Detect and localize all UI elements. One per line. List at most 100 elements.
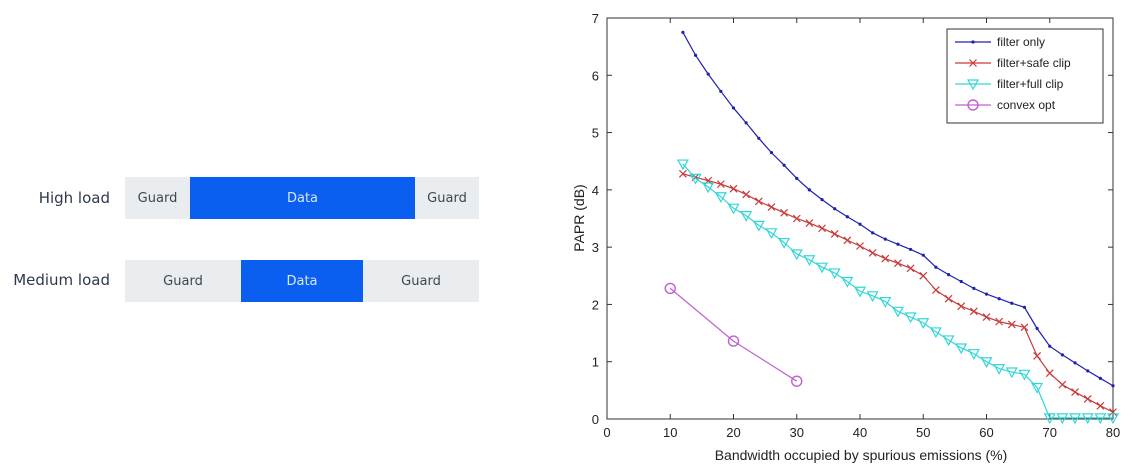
series-line-filter-safe-clip: [682, 173, 1114, 413]
data-point-filter-only: [1022, 305, 1027, 309]
data-point-filter-safe-clip: [982, 313, 991, 321]
data-point-filter-safe-clip: [1007, 320, 1016, 329]
data-point-filter-full-clip: [778, 237, 791, 249]
data-point-filter-full-clip: [853, 286, 867, 298]
papr-chart: 0 10 20 30 40 50 60 70 80 0 1 2 3 4 5 6 7 filter only fil…: [571, 11, 1120, 463]
x-axis-label: Bandwidth occupied by spurious emissions…: [715, 447, 1008, 463]
high-load-guard-right: Guard: [415, 177, 479, 219]
data-point-filter-only: [984, 292, 989, 296]
series-line-filter-full-clip: [682, 163, 1113, 419]
y-tick-label: 5: [592, 126, 599, 141]
data-point-convex-opt: [664, 282, 676, 295]
data-point-filter-full-clip: [1069, 413, 1082, 425]
data-point-filter-full-clip: [993, 363, 1006, 375]
data-point-filter-full-clip: [1094, 413, 1107, 425]
medium-load-data: Data: [241, 260, 363, 302]
legend-label: filter+full clip: [997, 77, 1064, 91]
y-tick-label: 0: [592, 412, 599, 427]
legend-label: filter only: [997, 35, 1045, 49]
data-point-filter-full-clip: [1005, 367, 1018, 379]
data-point-filter-only: [782, 163, 786, 167]
x-tick-label: 20: [726, 425, 740, 440]
data-point-filter-full-clip: [866, 291, 879, 303]
data-point-filter-only: [909, 247, 913, 252]
data-point-filter-only: [1098, 376, 1102, 380]
medium-load-guard-left: Guard: [125, 260, 241, 302]
data-point-filter-full-clip: [942, 335, 955, 347]
x-tick-label: 60: [979, 425, 993, 440]
load-diagram: High load Guard Data Guard Medium load G…: [0, 0, 500, 468]
data-point-filter-only: [1073, 361, 1077, 365]
data-point-filter-full-clip: [803, 255, 816, 266]
y-tick-label: 7: [592, 11, 599, 26]
data-point-filter-only: [719, 89, 723, 93]
data-point-filter-full-clip: [816, 262, 829, 274]
series-filter-safe-clip: [678, 169, 1117, 417]
legend-marker: [966, 79, 980, 91]
data-point-filter-safe-clip: [868, 248, 877, 257]
data-point-filter-full-clip: [765, 228, 778, 240]
data-point-filter-full-clip: [752, 220, 765, 232]
data-point-filter-safe-clip: [906, 264, 915, 273]
data-point-filter-only: [693, 53, 698, 57]
data-point-filter-safe-clip: [1071, 388, 1079, 397]
data-point-filter-safe-clip: [1083, 395, 1092, 403]
data-point-filter-only: [921, 253, 925, 257]
data-point-filter-full-clip: [689, 173, 702, 185]
data-point-filter-only: [1086, 369, 1090, 373]
data-point-filter-safe-clip: [919, 271, 928, 280]
data-point-filter-safe-clip: [881, 254, 890, 263]
data-point-filter-safe-clip: [742, 190, 751, 199]
data-point-filter-safe-clip: [716, 180, 725, 189]
data-point-filter-safe-clip: [856, 242, 864, 250]
legend-item-filter-only: filter only: [955, 35, 1045, 49]
data-point-filter-full-clip: [879, 296, 892, 308]
data-point-filter-safe-clip: [780, 208, 789, 217]
data-point-filter-full-clip: [980, 357, 993, 368]
data-point-filter-only: [833, 207, 837, 211]
data-point-convex-opt: [727, 335, 740, 347]
data-point-filter-safe-clip: [1033, 352, 1042, 360]
data-point-filter-safe-clip: [767, 203, 776, 211]
data-point-filter-full-clip: [790, 249, 803, 261]
data-point-filter-safe-clip: [1045, 369, 1054, 378]
data-point-filter-only: [959, 279, 963, 284]
data-point-filter-only: [934, 265, 938, 269]
data-point-filter-full-clip: [714, 192, 727, 203]
data-point-filter-only: [972, 286, 976, 290]
y-tick-label: 6: [592, 68, 599, 83]
data-point-filter-safe-clip: [1020, 323, 1029, 332]
data-point-filter-only: [744, 121, 748, 125]
medium-load-guard-right: Guard: [363, 260, 479, 302]
data-point-filter-only: [681, 30, 685, 34]
data-point-filter-safe-clip: [931, 286, 940, 295]
data-point-filter-safe-clip: [729, 184, 738, 193]
data-point-filter-safe-clip: [1096, 401, 1105, 410]
data-point-filter-full-clip: [1031, 382, 1044, 394]
data-point-filter-full-clip: [891, 306, 904, 318]
data-point-filter-only: [807, 188, 811, 192]
data-point-filter-full-clip: [828, 268, 841, 280]
x-tick-label: 70: [1043, 425, 1057, 440]
x-tick-label: 50: [916, 425, 930, 440]
high-load-guard-left: Guard: [125, 177, 190, 219]
data-point-filter-only: [795, 176, 799, 180]
medium-load-label: Medium load: [13, 271, 110, 289]
data-point-filter-safe-clip: [678, 169, 687, 178]
data-point-filter-safe-clip: [843, 236, 852, 245]
data-point-filter-only: [997, 297, 1001, 301]
legend-item-convex-opt: convex opt: [955, 98, 1056, 112]
high-load-data: Data: [190, 177, 415, 219]
data-point-filter-safe-clip: [818, 224, 826, 233]
data-point-filter-full-clip: [727, 203, 740, 215]
x-tick-label: 30: [790, 425, 804, 440]
data-point-filter-only: [896, 242, 900, 246]
data-point-filter-only: [1111, 384, 1115, 388]
legend-item-filter-full-clip: filter+full clip: [955, 77, 1064, 91]
data-point-filter-only: [769, 151, 774, 155]
data-point-filter-full-clip: [1106, 413, 1120, 425]
data-point-filter-full-clip: [740, 211, 753, 222]
y-tick-label: 3: [592, 240, 599, 255]
series-filter-full-clip: [676, 159, 1120, 425]
data-point-filter-only: [1010, 301, 1014, 305]
